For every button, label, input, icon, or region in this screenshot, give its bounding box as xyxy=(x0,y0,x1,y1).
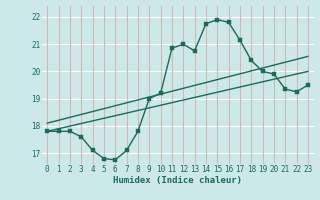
X-axis label: Humidex (Indice chaleur): Humidex (Indice chaleur) xyxy=(113,176,242,185)
